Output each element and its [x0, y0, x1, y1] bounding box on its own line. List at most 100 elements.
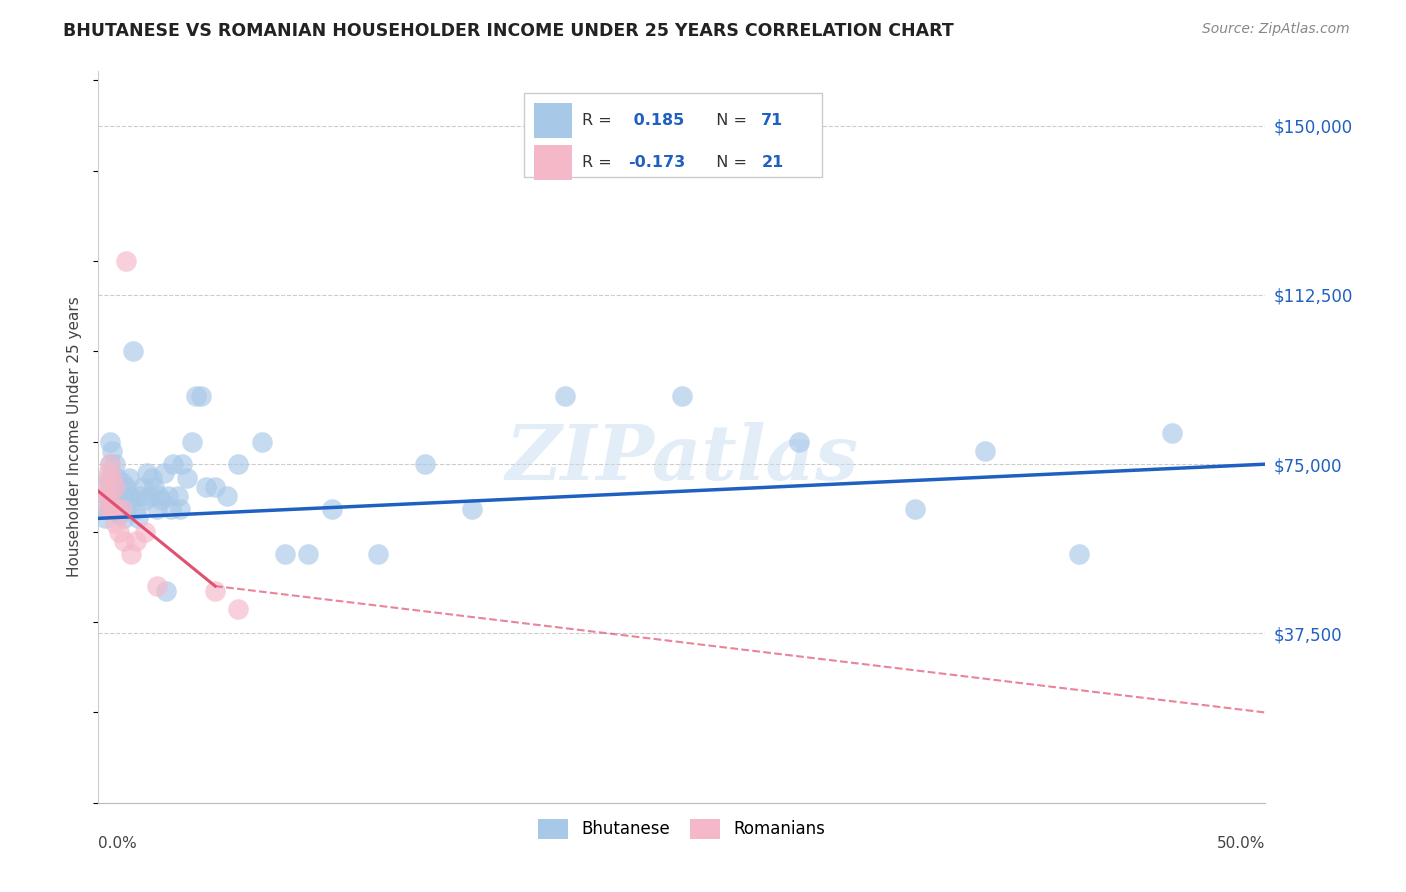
- Point: [159, 502, 181, 516]
- Point: [112, 489, 135, 503]
- Point: [134, 524, 156, 539]
- Point: [111, 475, 134, 490]
- Text: ZIPatlas: ZIPatlas: [505, 422, 859, 496]
- Point: [101, 443, 124, 458]
- Point: [105, 502, 128, 516]
- Point: [101, 471, 124, 485]
- Point: [186, 389, 208, 403]
- Point: [108, 507, 131, 521]
- Point: [91, 480, 114, 494]
- Point: [98, 457, 121, 471]
- FancyBboxPatch shape: [534, 145, 572, 180]
- Point: [146, 502, 169, 516]
- Point: [98, 434, 121, 449]
- Point: [115, 502, 138, 516]
- Point: [97, 466, 120, 480]
- Point: [105, 484, 128, 499]
- Text: 0.0%: 0.0%: [98, 836, 138, 851]
- Point: [1161, 425, 1184, 440]
- Point: [215, 489, 238, 503]
- Point: [104, 480, 127, 494]
- Point: [98, 457, 121, 471]
- Text: 0.185: 0.185: [628, 112, 685, 128]
- Point: [104, 480, 127, 494]
- Point: [250, 434, 273, 449]
- Point: [155, 583, 177, 598]
- Point: [98, 489, 121, 503]
- Point: [105, 493, 128, 508]
- Point: [105, 471, 128, 485]
- Point: [141, 471, 163, 485]
- Point: [169, 502, 191, 516]
- Point: [97, 471, 120, 485]
- Point: [118, 471, 141, 485]
- Point: [104, 502, 127, 516]
- Point: [228, 601, 250, 615]
- Point: [125, 502, 148, 516]
- Text: 21: 21: [761, 155, 783, 169]
- Text: R =: R =: [582, 112, 616, 128]
- Text: -0.173: -0.173: [628, 155, 686, 169]
- Point: [120, 493, 142, 508]
- Point: [127, 511, 149, 525]
- Point: [974, 443, 997, 458]
- Point: [671, 389, 693, 403]
- Point: [321, 502, 343, 516]
- Point: [125, 533, 148, 548]
- Point: [204, 480, 226, 494]
- Point: [134, 493, 156, 508]
- Point: [94, 489, 117, 503]
- Point: [413, 457, 436, 471]
- Point: [297, 548, 319, 562]
- Point: [111, 493, 134, 508]
- Point: [146, 579, 169, 593]
- Point: [97, 502, 120, 516]
- Point: [129, 489, 152, 503]
- Point: [162, 457, 184, 471]
- Point: [1067, 548, 1090, 562]
- Point: [904, 502, 927, 516]
- Point: [228, 457, 250, 471]
- Point: [139, 489, 162, 503]
- Point: [190, 389, 212, 403]
- Point: [108, 489, 131, 503]
- Point: [104, 516, 127, 530]
- Point: [180, 434, 202, 449]
- Point: [172, 457, 194, 471]
- Point: [461, 502, 484, 516]
- Point: [787, 434, 810, 449]
- Point: [204, 583, 226, 598]
- Point: [94, 511, 117, 525]
- Point: [108, 524, 131, 539]
- Text: N =: N =: [706, 112, 752, 128]
- Point: [104, 457, 127, 471]
- Text: R =: R =: [582, 155, 616, 169]
- Point: [143, 480, 166, 494]
- Text: N =: N =: [706, 155, 752, 169]
- Point: [150, 493, 173, 508]
- Point: [132, 480, 155, 494]
- Y-axis label: Householder Income Under 25 years: Householder Income Under 25 years: [67, 297, 83, 577]
- Point: [176, 471, 198, 485]
- Point: [166, 489, 188, 503]
- Point: [122, 344, 145, 359]
- Point: [274, 548, 297, 562]
- Text: BHUTANESE VS ROMANIAN HOUSEHOLDER INCOME UNDER 25 YEARS CORRELATION CHART: BHUTANESE VS ROMANIAN HOUSEHOLDER INCOME…: [63, 22, 955, 40]
- Point: [554, 389, 576, 403]
- Point: [194, 480, 217, 494]
- Point: [101, 489, 124, 503]
- Point: [136, 466, 159, 480]
- Text: 71: 71: [761, 112, 783, 128]
- Point: [101, 502, 124, 516]
- Point: [112, 511, 135, 525]
- Point: [120, 548, 142, 562]
- Point: [94, 480, 117, 494]
- Point: [157, 489, 180, 503]
- Point: [97, 489, 120, 503]
- Point: [112, 533, 135, 548]
- Point: [111, 502, 134, 516]
- Legend: Bhutanese, Romanians: Bhutanese, Romanians: [531, 812, 832, 846]
- Point: [152, 466, 174, 480]
- FancyBboxPatch shape: [534, 103, 572, 137]
- Point: [98, 502, 121, 516]
